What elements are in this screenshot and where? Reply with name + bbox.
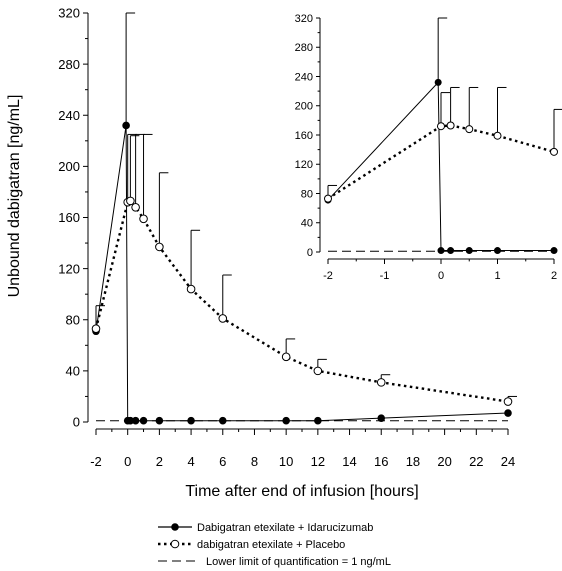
main-x-tick-label: 8 — [251, 454, 258, 469]
inset-point-placebo — [324, 194, 332, 203]
main-point-placebo — [91, 324, 101, 333]
inset-y-tick-label: 120 — [295, 159, 313, 171]
legend-label-placebo: dabigatran etexilate + Placebo — [197, 539, 345, 551]
main-x-tick-label: 14 — [342, 454, 356, 469]
main-point-idarucizumab — [122, 121, 130, 130]
inset-x-tick-label: 0 — [438, 270, 444, 282]
legend-marker-placebo — [170, 539, 180, 549]
main-line-placebo — [94, 199, 509, 403]
main-y-tick-label: 280 — [58, 57, 80, 72]
main-x-tick-label: 20 — [437, 454, 451, 469]
inset-y-tick-label: 160 — [295, 130, 313, 142]
inset-x-tick-label: -2 — [323, 270, 333, 282]
main-y-tick-label: 200 — [58, 159, 80, 174]
main-y-tick-label: 40 — [66, 364, 80, 379]
inset-point-idarucizumab — [434, 78, 442, 86]
main-x-tick-label: 2 — [156, 454, 163, 469]
main-point-idarucizumab — [155, 416, 164, 425]
main-point-idarucizumab — [504, 409, 512, 417]
main-point-placebo — [126, 196, 135, 206]
inset-point-idarucizumab — [437, 247, 445, 255]
main-point-placebo — [313, 366, 323, 376]
main-point-placebo — [155, 242, 164, 252]
legend: Dabigatran etexilate + Idarucizumab dabi… — [158, 522, 391, 568]
main-point-idarucizumab — [131, 416, 140, 425]
main-point-idarucizumab — [187, 416, 195, 425]
main-point-idarucizumab — [218, 416, 227, 425]
main-point-placebo — [131, 202, 140, 212]
y-axis-label: Unbound dabigatran [ng/mL] — [6, 95, 23, 298]
inset-point-placebo — [550, 147, 558, 156]
main-point-idarucizumab — [139, 416, 148, 425]
main-series-placebo — [91, 133, 517, 406]
inset-x-tick-label: -1 — [380, 270, 390, 282]
main-x-tick-label: 0 — [124, 454, 131, 469]
inset-x-tick-label: 1 — [494, 270, 500, 282]
main-x-tick-label: -2 — [90, 454, 102, 469]
main-series-idarucizumab — [92, 12, 512, 425]
inset-y-tick-label: 0 — [307, 247, 313, 259]
inset-y-tick-label: 240 — [295, 71, 313, 83]
main-x-tick-label: 24 — [501, 454, 515, 469]
inset-x-tick-label: 2 — [551, 270, 557, 282]
main-point-placebo — [218, 314, 228, 323]
inset-point-placebo — [446, 121, 455, 130]
main-x-tick-label: 6 — [219, 454, 226, 469]
inset-line-placebo — [327, 124, 555, 200]
main-x-tick-label: 12 — [311, 454, 325, 469]
main-x-tick-label: 18 — [406, 454, 420, 469]
inset-point-placebo — [437, 122, 445, 131]
main-x-tick-label: 22 — [469, 454, 483, 469]
main-x-tick-label: 10 — [279, 454, 293, 469]
main-y-tick-label: 120 — [58, 261, 80, 276]
main-point-idarucizumab — [377, 414, 386, 422]
main-point-placebo — [503, 397, 513, 406]
main-point-placebo — [186, 284, 196, 294]
x-axis-label: Time after end of infusion [hours] — [185, 483, 418, 500]
main-y-tick-label: 80 — [66, 312, 80, 327]
main-y-tick-label: 320 — [58, 6, 80, 21]
inset-y-tick-label: 320 — [295, 13, 313, 25]
main-point-placebo — [376, 378, 386, 387]
main-x-tick-label: 4 — [187, 454, 194, 469]
main-point-idarucizumab — [314, 416, 322, 425]
main-point-placebo — [139, 214, 148, 224]
legend-label-idarucizumab: Dabigatran etexilate + Idarucizumab — [197, 522, 373, 534]
main-point-idarucizumab — [126, 416, 135, 425]
inset-point-idarucizumab — [447, 247, 455, 255]
legend-item-lloq: Lower limit of quantification = 1 ng/mL — [158, 556, 391, 568]
legend-label-lloq: Lower limit of quantification = 1 ng/mL — [206, 556, 391, 568]
inset-point-idarucizumab — [494, 247, 501, 255]
legend-marker-idarucizumab — [171, 523, 179, 531]
inset-series-idarucizumab — [324, 17, 558, 255]
main-x-tick-label: 16 — [374, 454, 388, 469]
inset-y-tick-label: 280 — [295, 42, 313, 54]
inset-point-placebo — [465, 125, 474, 134]
inset-point-idarucizumab — [465, 247, 473, 255]
inset-y-tick-label: 80 — [301, 188, 313, 200]
main-point-idarucizumab — [282, 416, 290, 425]
inset-panel: 0 40 80 120 160 200 240 280 320 -2 -1 0 1 2 — [295, 13, 562, 282]
main-y-tick-label: 160 — [58, 210, 80, 225]
inset-point-placebo — [493, 131, 502, 140]
main-point-placebo — [281, 352, 291, 362]
inset-y-tick-label: 40 — [301, 218, 313, 230]
inset-series-placebo — [324, 86, 562, 203]
main-y-tick-label: 240 — [58, 108, 80, 123]
main-y-tick-label: 0 — [73, 415, 80, 430]
inset-y-tick-label: 200 — [295, 101, 313, 113]
inset-point-idarucizumab — [550, 247, 558, 255]
legend-item-placebo: dabigatran etexilate + Placebo — [158, 539, 345, 551]
legend-item-idarucizumab: Dabigatran etexilate + Idarucizumab — [158, 522, 373, 534]
